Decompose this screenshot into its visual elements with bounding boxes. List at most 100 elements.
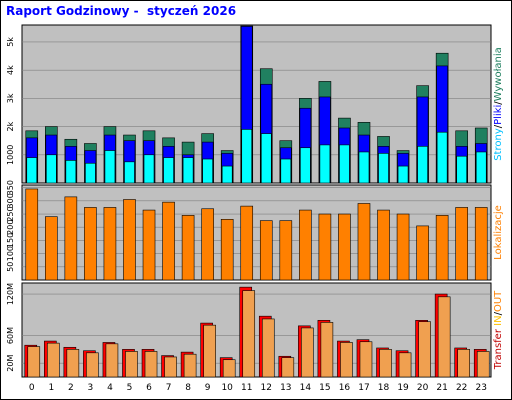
bar-strony-4 <box>104 150 116 184</box>
bar-out-15 <box>320 322 334 378</box>
bar-lokalizacje-8 <box>181 215 195 281</box>
bar-out-0 <box>27 346 41 378</box>
side-label-part: OUT <box>493 290 504 312</box>
x-tick-label: 0 <box>29 383 35 393</box>
x-tick-label: 2 <box>68 383 74 393</box>
bar-out-2 <box>66 349 80 378</box>
bar-strony-16 <box>339 144 350 184</box>
x-tick-label: 5 <box>127 383 133 393</box>
bar-strony-15 <box>319 144 331 184</box>
bar-strony-14 <box>300 147 311 184</box>
bar-lokalizacje-7 <box>162 201 175 281</box>
x-tick-label: 7 <box>166 383 172 393</box>
x-tick-label: 21 <box>436 383 447 393</box>
x-tick-label: 16 <box>339 383 351 393</box>
bar-lokalizacje-16 <box>338 213 351 281</box>
bar-strony-7 <box>163 157 174 184</box>
bar-strony-8 <box>182 157 194 184</box>
bar-strony-2 <box>65 160 77 184</box>
bar-out-20 <box>418 321 431 378</box>
side-label-part: Lokalizacje <box>493 205 504 260</box>
side-label-part: / <box>493 124 504 128</box>
bar-out-11 <box>242 290 256 378</box>
bar-lokalizacje-2 <box>64 196 78 281</box>
bar-lokalizacje-13 <box>279 220 293 281</box>
y-tick-label: 150 <box>6 233 15 248</box>
bar-strony-1 <box>46 154 57 184</box>
side-label-part: Strony <box>493 128 504 161</box>
x-tick-label: 4 <box>107 383 113 393</box>
bar-strony-9 <box>202 158 213 184</box>
y-tick-label: 250 <box>6 206 15 221</box>
bar-lokalizacje-6 <box>142 209 156 281</box>
bar-strony-11 <box>241 129 253 184</box>
bar-out-22 <box>457 349 470 378</box>
bar-out-9 <box>203 324 216 378</box>
side-label-part: Wywołania <box>493 47 504 101</box>
bar-out-21 <box>437 296 451 378</box>
side-label-part: Pliki <box>493 105 504 125</box>
bar-out-17 <box>359 341 373 378</box>
x-tick-label: 18 <box>378 383 390 393</box>
y-tick-label: 50 <box>6 262 15 272</box>
bar-lokalizacje-23 <box>474 207 488 281</box>
x-tick-label: 1 <box>48 383 54 393</box>
x-tick-label: 17 <box>358 383 369 393</box>
bar-lokalizacje-4 <box>103 207 117 281</box>
bar-out-19 <box>398 352 412 378</box>
bar-lokalizacje-15 <box>318 213 332 281</box>
y-tick-label: 350 <box>6 180 15 195</box>
bar-strony-0 <box>26 157 38 184</box>
bar-out-5 <box>125 351 138 378</box>
y-tick-label: 20M <box>6 355 15 372</box>
x-tick-label: 13 <box>280 383 291 393</box>
bar-out-16 <box>340 342 353 378</box>
y-tick-label: 5k <box>6 37 15 47</box>
bar-out-8 <box>183 353 197 378</box>
page-title: Raport Godzinowy - styczeń 2026 <box>6 4 237 18</box>
y-tick-label: 2k <box>6 121 15 131</box>
bar-strony-21 <box>436 131 448 184</box>
x-tick-label: 3 <box>88 383 94 393</box>
y-tick-label: 300 <box>6 193 15 208</box>
bar-strony-18 <box>378 153 389 184</box>
y-tick-label: 3k <box>6 93 15 103</box>
bar-lokalizacje-20 <box>416 225 429 281</box>
bar-lokalizacje-12 <box>259 220 273 281</box>
y-tick-label: 120M <box>6 283 15 305</box>
bar-out-18 <box>379 349 392 378</box>
bar-out-7 <box>164 356 177 378</box>
bar-lokalizacje-5 <box>123 199 136 281</box>
bar-strony-3 <box>85 162 96 184</box>
side-label-part: / <box>493 101 504 105</box>
bar-lokalizacje-11 <box>240 205 254 281</box>
bar-strony-17 <box>358 151 370 184</box>
x-tick-label: 9 <box>205 383 211 393</box>
x-tick-label: 23 <box>476 383 487 393</box>
x-tick-label: 14 <box>300 383 312 393</box>
x-tick-label: 12 <box>261 383 272 393</box>
x-tick-label: 10 <box>221 383 233 393</box>
x-tick-label: 8 <box>185 383 191 393</box>
bar-lokalizacje-9 <box>201 208 214 281</box>
side-label-part: / <box>493 311 504 315</box>
bar-out-6 <box>144 351 158 378</box>
bar-lokalizacje-1 <box>45 216 58 281</box>
x-tick-label: 19 <box>397 383 409 393</box>
y-tick-label: 60M <box>6 327 15 344</box>
bar-strony-10 <box>221 165 233 184</box>
bar-out-14 <box>301 327 314 378</box>
side-label-part: IN <box>493 315 504 325</box>
bar-lokalizacje-19 <box>396 213 410 281</box>
side-label: Strony/Pliki/Wywołania <box>493 47 504 161</box>
bar-strony-6 <box>143 154 155 184</box>
bar-out-4 <box>105 343 119 378</box>
bar-out-13 <box>281 357 295 378</box>
bar-out-23 <box>476 351 490 378</box>
plot-area <box>21 24 492 184</box>
bar-lokalizacje-21 <box>435 215 449 281</box>
side-label: Transfer IN/OUT <box>493 290 504 370</box>
bar-strony-13 <box>280 158 292 184</box>
